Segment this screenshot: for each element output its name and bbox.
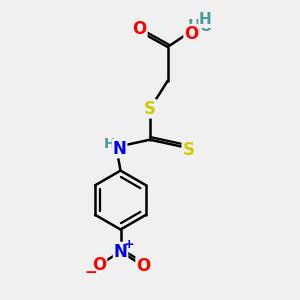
Text: O: O <box>92 256 106 274</box>
Text: S: S <box>144 100 156 118</box>
Text: O: O <box>184 25 198 43</box>
Text: H: H <box>199 12 212 27</box>
Text: S: S <box>182 141 194 159</box>
Text: O: O <box>133 20 147 38</box>
Text: −: − <box>85 265 98 280</box>
Text: O: O <box>136 257 150 275</box>
Text: HO: HO <box>188 19 214 34</box>
Text: +: + <box>124 238 134 251</box>
Text: H: H <box>104 137 116 151</box>
Text: N: N <box>113 140 127 158</box>
Text: N: N <box>114 243 128 261</box>
